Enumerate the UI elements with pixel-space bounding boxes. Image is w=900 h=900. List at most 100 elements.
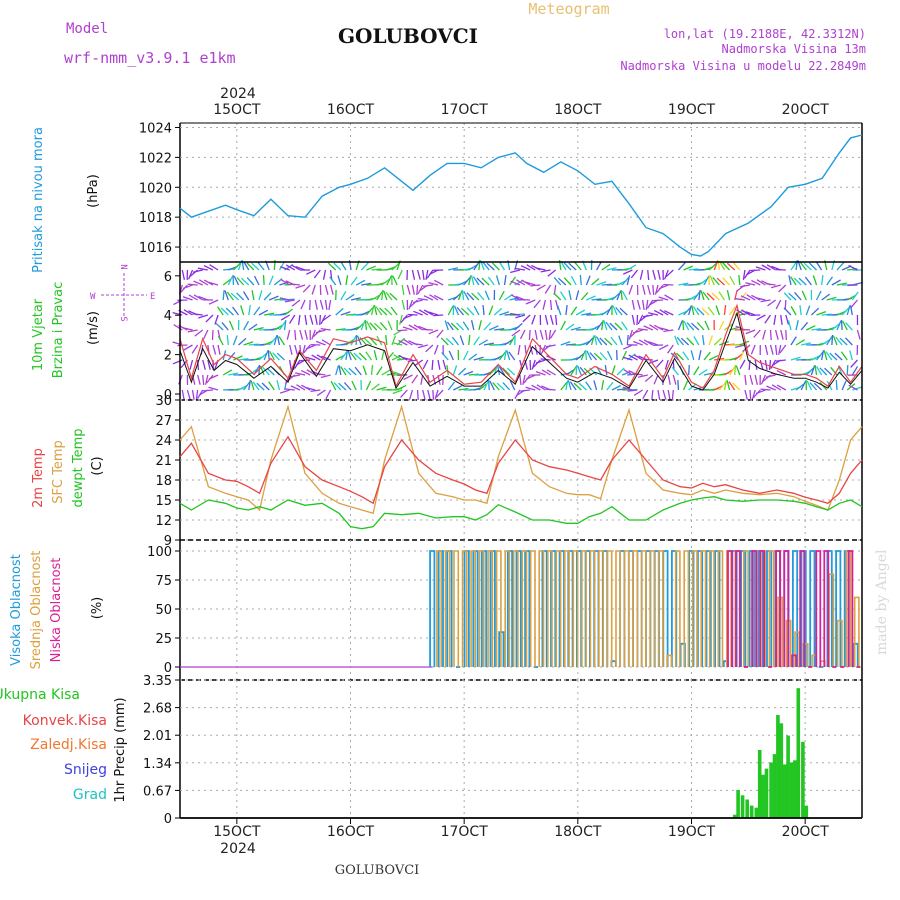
wind-barb: [320, 327, 331, 331]
wind-barb: [450, 322, 459, 331]
wind-barb: [340, 366, 347, 376]
wind-barb: [353, 352, 362, 361]
wind-barb: [305, 356, 316, 361]
wind-barb: [407, 313, 418, 316]
temp-ytick-label: 21: [155, 454, 172, 469]
wind-barb: [840, 351, 848, 361]
wind-barb: [840, 319, 843, 331]
wind-barb: [408, 299, 414, 310]
wind-barb: [212, 344, 217, 355]
wind-barb: [233, 275, 240, 286]
wind-barb: [663, 269, 669, 280]
wind-barb: [767, 299, 776, 307]
wind-barb: [698, 290, 701, 301]
wind-barb: [641, 284, 646, 295]
wind-barb: [585, 381, 593, 391]
wind-barb: [606, 305, 613, 316]
wind-barb: [412, 342, 423, 346]
precip-bar: [740, 795, 745, 818]
cloud-bar: [759, 550, 765, 667]
wind-barb: [371, 268, 382, 271]
temperature-panel: 9 12 15 18 21 24 27 30: [155, 394, 863, 549]
wind-barb: [335, 307, 344, 316]
wind-barb: [486, 262, 495, 271]
wind-barb: [771, 384, 782, 391]
wind-barb: [345, 350, 349, 361]
wind-barb: [841, 380, 847, 391]
wind-barb: [364, 320, 368, 331]
wind-barb: [350, 297, 361, 301]
wind-barb: [618, 335, 623, 346]
wind-barb: [701, 335, 705, 346]
wind-barb: [217, 335, 224, 346]
wind-gust-line: [179, 303, 863, 389]
wind-barb: [628, 329, 634, 340]
wind-barb: [631, 314, 636, 325]
wind-barb: [659, 344, 669, 351]
wind-barb: [589, 352, 598, 361]
temp-ytick-label: 18: [155, 474, 172, 489]
cloud-bar: [708, 550, 715, 667]
wind-barb: [306, 269, 316, 275]
wind-barb: [664, 294, 674, 301]
wind-barb: [790, 305, 797, 316]
wind-barb: [632, 329, 643, 334]
wind-barb: [790, 276, 797, 286]
wind-barb: [324, 284, 329, 295]
wind-barb: [205, 314, 214, 323]
wind-barb: [447, 305, 454, 316]
wind-barb: [734, 298, 746, 301]
wind-barb: [585, 349, 588, 361]
wind-barb: [314, 314, 318, 325]
wind-barb: [648, 312, 659, 316]
wind-barb: [232, 262, 241, 271]
cloud-bar: [581, 550, 587, 667]
temp-ytick-label: 9: [164, 534, 172, 549]
wind-barb: [826, 336, 833, 346]
wind-barb: [477, 291, 485, 301]
cloud-bar: [495, 550, 502, 667]
wind-barb: [573, 382, 582, 391]
wind-barb: [333, 382, 342, 391]
wind-barb: [740, 328, 751, 331]
wind-barb: [648, 359, 659, 365]
wind-barb: [654, 284, 659, 295]
wind-barb: [286, 329, 291, 340]
pressure-ytick-label: 1016: [139, 241, 172, 256]
wind-barb: [774, 329, 779, 340]
wind-barb: [642, 389, 649, 400]
wind-barb: [459, 335, 465, 346]
wind-barb: [835, 336, 843, 346]
wind-barb: [423, 295, 434, 301]
wind-barb: [220, 307, 229, 316]
wind-barb: [440, 337, 449, 346]
wind-barb: [778, 344, 782, 355]
wind-barb: [715, 305, 720, 316]
wind-barb: [460, 307, 470, 316]
wind-barb: [534, 329, 538, 340]
wind-barb: [783, 307, 792, 316]
wind-barb: [593, 380, 598, 391]
wind-barb: [243, 320, 250, 331]
wind-barb: [379, 321, 388, 331]
cloud-bar: [555, 550, 562, 667]
wind-barb: [637, 314, 644, 325]
cloud-bar: [783, 550, 790, 667]
wind-barb: [463, 276, 471, 286]
wind-barb: [708, 262, 717, 271]
cloud-bar: [691, 550, 698, 667]
cloud-bar: [735, 550, 741, 667]
wind-barb: [194, 329, 204, 337]
wind-barb: [422, 284, 433, 288]
wind-barb: [422, 269, 425, 280]
cloud-unit: (%): [90, 597, 105, 620]
wind-barb: [799, 305, 802, 316]
wind-barb: [340, 311, 351, 316]
wind-barb: [556, 305, 562, 316]
cloud-bar: [768, 550, 775, 667]
legend-total: Ukupna Kisa: [0, 687, 80, 703]
wind-barb: [623, 369, 633, 376]
wind-barb: [399, 314, 403, 325]
cloud-bar: [632, 550, 639, 667]
cloud-high-label: Visoka Oblacnost: [9, 554, 24, 666]
